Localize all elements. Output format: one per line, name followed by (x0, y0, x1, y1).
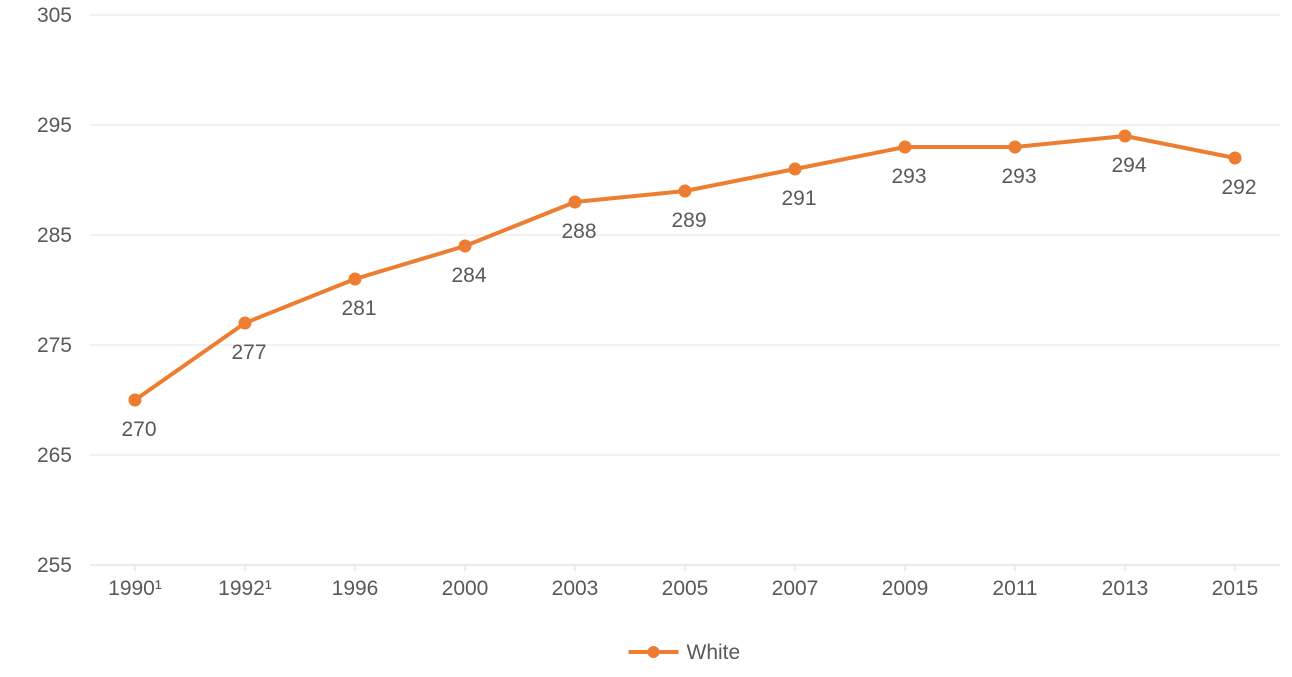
line-chart: 255 265 275 285 295 305 1990¹ 1992¹ 1996 2000 2003… (0, 0, 1292, 677)
x-tick-label: 1990¹ (108, 577, 162, 600)
data-label: 294 (1111, 154, 1146, 177)
data-label: 277 (231, 341, 266, 364)
x-tick-label: 2003 (552, 577, 599, 600)
y-tick-label: 305 (37, 4, 72, 27)
y-tick-label: 255 (37, 554, 72, 577)
y-tick-label: 265 (37, 444, 72, 467)
x-tick-label: 2013 (1102, 577, 1149, 600)
series-marker (899, 141, 911, 153)
x-tick-label: 1996 (332, 577, 379, 600)
legend-label: White (687, 641, 741, 664)
x-tick-label: 2011 (992, 577, 1037, 600)
series-marker (1229, 152, 1241, 164)
x-tick-label: 2009 (882, 577, 929, 600)
series-marker (239, 317, 251, 329)
data-label: 289 (671, 209, 706, 232)
y-tick-label: 295 (37, 114, 72, 137)
series-marker (459, 240, 471, 252)
y-tick-label: 285 (37, 224, 72, 247)
series-marker (1009, 141, 1021, 153)
x-tick-label: 2000 (442, 577, 489, 600)
data-label: 284 (451, 264, 486, 287)
chart-svg: 255 265 275 285 295 305 1990¹ 1992¹ 1996 2000 2003… (0, 0, 1292, 677)
series-marker (679, 185, 691, 197)
x-tick-label: 2007 (772, 577, 819, 600)
series-marker (129, 394, 141, 406)
data-label: 270 (121, 418, 156, 441)
data-label: 292 (1221, 176, 1256, 199)
data-label: 293 (891, 165, 926, 188)
series-marker (349, 273, 361, 285)
series-line (135, 136, 1235, 400)
data-label: 291 (781, 187, 816, 210)
x-tick-label: 2005 (662, 577, 709, 600)
y-tick-label: 275 (37, 334, 72, 357)
legend-marker (648, 646, 660, 658)
data-label: 288 (561, 220, 596, 243)
x-tick-label: 1992¹ (218, 577, 272, 600)
data-label: 281 (341, 297, 376, 320)
data-label: 293 (1001, 165, 1036, 188)
series-marker (569, 196, 581, 208)
x-tick-label: 2015 (1212, 577, 1259, 600)
series-marker (1119, 130, 1131, 142)
series-marker (789, 163, 801, 175)
